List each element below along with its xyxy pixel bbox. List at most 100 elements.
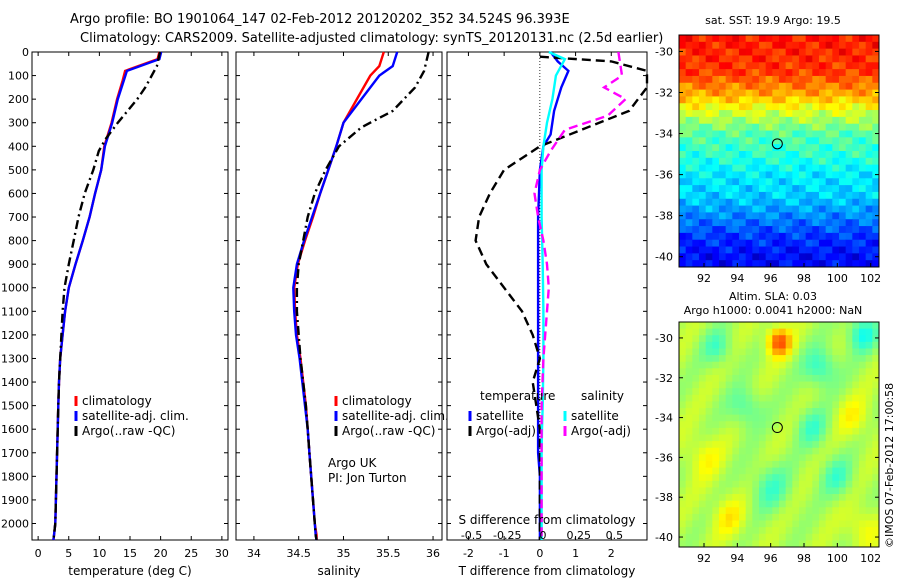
- heatmap-cell: [759, 191, 767, 200]
- heatmap-cell: [685, 500, 693, 508]
- heatmap-cell: [719, 185, 727, 193]
- heatmap-cell: [779, 123, 787, 131]
- heatmap-cell: [692, 447, 700, 455]
- heatmap-cell: [832, 151, 840, 159]
- heatmap-cell: [679, 388, 687, 396]
- heatmap-cell: [872, 368, 880, 376]
- heatmap-cell: [725, 62, 733, 70]
- heatmap-cell: [772, 355, 780, 363]
- heatmap-cell: [725, 253, 733, 261]
- heatmap-cell: [752, 487, 760, 495]
- heatmap-cell: [725, 467, 733, 475]
- heatmap-cell: [739, 253, 747, 261]
- heatmap-cell: [859, 103, 867, 111]
- heatmap-cell: [859, 467, 867, 475]
- heatmap-cell: [845, 520, 853, 528]
- heatmap-cell: [699, 130, 707, 138]
- heatmap-cell: [812, 96, 820, 104]
- heatmap-cell: [765, 368, 773, 376]
- heatmap-cell: [832, 226, 840, 234]
- heatmap-cell: [839, 487, 847, 495]
- heatmap-cell: [765, 96, 773, 104]
- heatmap-cell: [765, 89, 773, 97]
- heatmap-cell: [759, 421, 767, 429]
- heatmap-cell: [805, 253, 813, 261]
- heatmap-cell: [872, 441, 880, 449]
- heatmap-cell: [845, 467, 853, 475]
- heatmap-cell: [745, 253, 753, 261]
- heatmap-cell: [732, 185, 740, 193]
- heatmap-cell: [865, 434, 873, 442]
- heatmap-cell: [692, 55, 700, 63]
- heatmap-cell: [805, 103, 813, 111]
- heatmap-cell: [745, 205, 753, 213]
- heatmap-cell: [839, 226, 847, 234]
- heatmap-cell: [739, 55, 747, 63]
- heatmap-cell: [872, 191, 880, 200]
- heatmap-cell: [719, 48, 727, 56]
- x-tick-label: 1: [572, 547, 579, 560]
- heatmap-cell: [805, 89, 813, 97]
- heatmap-cell: [692, 116, 700, 125]
- heatmap-cell: [685, 164, 693, 172]
- heatmap-cell: [859, 460, 867, 468]
- heatmap-cell: [845, 110, 853, 118]
- heatmap-cell: [785, 487, 793, 495]
- heatmap-cell: [859, 527, 867, 535]
- heatmap-cell: [839, 239, 847, 247]
- heatmap-cell: [785, 328, 793, 336]
- heatmap-cell: [779, 460, 787, 468]
- profile-panel-2: 34 34.5 35 35.5 36salinityclimatologysatelli…: [235, 51, 449, 578]
- heatmap-cell: [779, 171, 787, 179]
- heatmap-cell: [852, 62, 860, 70]
- heatmap-cell: [852, 82, 860, 90]
- heatmap-cell: [792, 205, 800, 213]
- heatmap-cell: [865, 487, 873, 495]
- heatmap-cell: [819, 507, 827, 515]
- heatmap-cell: [685, 137, 693, 145]
- heatmap-cell: [765, 178, 773, 186]
- heatmap-cell: [705, 348, 713, 356]
- heatmap-cell: [852, 414, 860, 422]
- heatmap-cell: [872, 96, 880, 104]
- heatmap-cell: [792, 232, 800, 241]
- heatmap-cell: [819, 388, 827, 396]
- heatmap-cell: [765, 103, 773, 111]
- heatmap-cell: [819, 62, 827, 70]
- heatmap-cell: [752, 335, 760, 343]
- heatmap-cell: [712, 540, 720, 548]
- heatmap-cell: [845, 219, 853, 227]
- heatmap-cell: [805, 460, 813, 468]
- heatmap-cell: [819, 41, 827, 50]
- heatmap-cell: [819, 89, 827, 97]
- heatmap-cell: [819, 447, 827, 455]
- heatmap-cell: [852, 460, 860, 468]
- heatmap-cell: [805, 401, 813, 409]
- heatmap-cell: [812, 55, 820, 63]
- heatmap-cell: [785, 260, 793, 268]
- heatmap-cell: [785, 467, 793, 475]
- legend-entry: satellite-adj. clim.: [82, 409, 189, 423]
- heatmap-cell: [685, 368, 693, 376]
- heatmap-cell: [872, 348, 880, 356]
- heatmap-cell: [759, 401, 767, 409]
- heatmap-cell: [852, 151, 860, 159]
- heatmap-cell: [692, 82, 700, 90]
- heatmap-cell: [745, 434, 753, 442]
- x-axis-label: salinity: [317, 564, 360, 578]
- heatmap-cell: [705, 198, 713, 206]
- heatmap-cell: [712, 62, 720, 70]
- heatmap-cell: [772, 239, 780, 247]
- heatmap-cell: [792, 520, 800, 528]
- heatmap-cell: [812, 414, 820, 422]
- heatmap-cell: [865, 151, 873, 159]
- heatmap-cell: [699, 226, 707, 234]
- heatmap-cell: [745, 48, 753, 56]
- heatmap-cell: [799, 62, 807, 70]
- heatmap-cell: [832, 253, 840, 261]
- heatmap-cell: [692, 474, 700, 482]
- heatmap-cell: [699, 341, 707, 349]
- heatmap-cell: [872, 205, 880, 213]
- heatmap-cell: [732, 368, 740, 376]
- heatmap-cell: [732, 171, 740, 179]
